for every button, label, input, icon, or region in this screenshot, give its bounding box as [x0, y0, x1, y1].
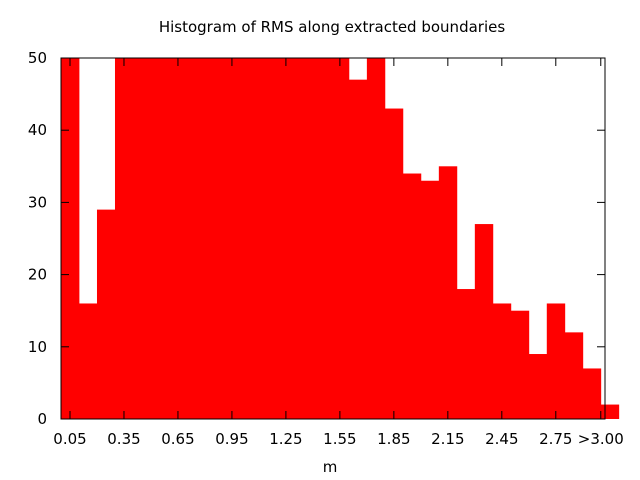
histogram-bar — [492, 303, 512, 419]
histogram-bar — [276, 58, 296, 419]
y-tick-label: 50 — [28, 49, 47, 67]
histogram-bar — [78, 303, 98, 419]
y-tick-label: 20 — [28, 266, 47, 284]
histogram-bar — [294, 58, 314, 419]
histogram-bar — [600, 404, 620, 419]
y-tick-label: 10 — [28, 338, 47, 356]
y-axis: 0 10 20 30 40 50 — [28, 49, 605, 428]
x-tick-label: 0.05 — [53, 430, 86, 448]
histogram-bar — [528, 354, 548, 419]
histogram-bar — [510, 310, 530, 419]
histogram-bar — [366, 58, 386, 419]
y-tick-label: 40 — [28, 121, 47, 139]
chart-title: Histogram of RMS along extracted boundar… — [159, 18, 506, 36]
histogram-bar — [114, 58, 134, 419]
histogram-bar — [474, 224, 494, 419]
histogram-bar — [204, 58, 224, 419]
histogram-bar — [348, 79, 368, 419]
x-axis-label: m — [323, 458, 338, 476]
histogram-bar — [546, 303, 566, 419]
histogram-bar — [384, 108, 404, 419]
x-tick-label: 1.85 — [377, 430, 410, 448]
histogram-bar — [132, 58, 152, 419]
y-tick-label: 30 — [28, 193, 47, 211]
x-tick-label: 2.15 — [431, 430, 464, 448]
bars-layer — [61, 58, 620, 419]
histogram-bar — [168, 58, 188, 419]
plot-frame — [60, 57, 606, 420]
x-tick-label: 0.95 — [215, 430, 248, 448]
histogram-bar — [456, 289, 476, 419]
x-tick-label: 2.45 — [485, 430, 518, 448]
histogram-bar — [186, 58, 206, 419]
x-tick-label: 1.55 — [323, 430, 356, 448]
plot-border — [60, 57, 606, 420]
histogram-bar — [402, 173, 422, 419]
y-tick-label: 0 — [37, 410, 47, 428]
histogram-bar — [582, 368, 602, 419]
histogram-bar — [438, 166, 458, 419]
histogram-bar — [96, 209, 116, 419]
x-tick-label: 0.65 — [161, 430, 194, 448]
histogram-bar — [258, 58, 278, 419]
x-tick-label: 2.75 — [539, 430, 572, 448]
histogram-bar — [330, 58, 350, 419]
histogram-bar — [150, 58, 170, 419]
histogram-bar — [222, 58, 242, 419]
histogram-bar — [420, 180, 440, 419]
x-tick-label: 1.25 — [269, 430, 302, 448]
x-axis: 0.05 0.35 0.65 0.95 1.25 1.55 1.85 2.15 2.45 2.75… — [53, 58, 624, 448]
x-tick-label: 0.35 — [107, 430, 140, 448]
histogram-bar — [564, 332, 584, 419]
histogram-bar — [312, 58, 332, 419]
histogram-bar — [240, 58, 260, 419]
histogram-bar — [61, 58, 80, 419]
x-tick-label: >3.00 — [578, 430, 624, 448]
